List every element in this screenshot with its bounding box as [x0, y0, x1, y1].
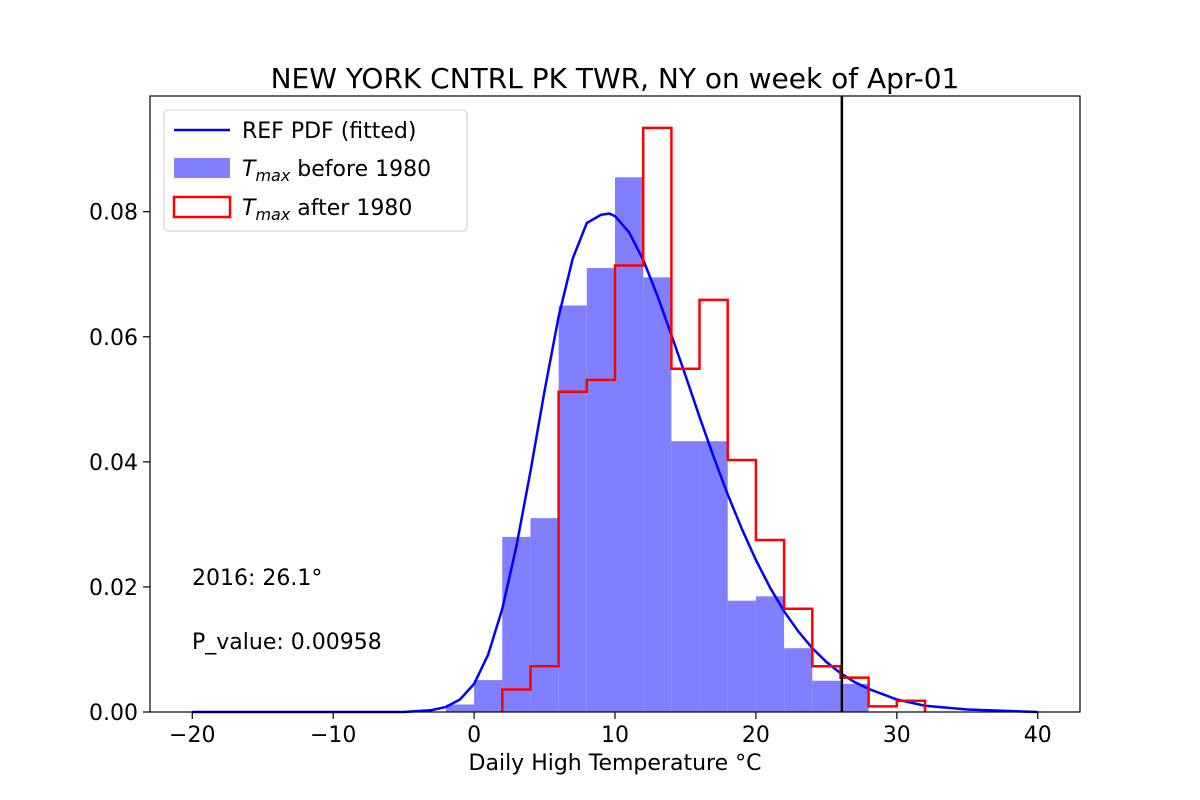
y-tick-label: 0.00	[89, 701, 138, 726]
x-tick-label: −10	[310, 723, 356, 748]
annotation-year-value: 2016: 26.1°	[192, 566, 322, 591]
x-tick-label: 30	[883, 723, 911, 748]
x-axis: −20 −10 0 10 20 30 40	[169, 712, 1052, 748]
bar-before-1980	[586, 267, 615, 712]
plot-area	[192, 96, 1038, 714]
bar-before-1980	[558, 305, 587, 712]
y-tick-label: 0.02	[89, 576, 138, 601]
bar-before-1980	[615, 177, 644, 712]
bar-before-1980	[502, 536, 531, 712]
legend-label-pdf: REF PDF (fitted)	[242, 119, 416, 144]
x-axis-label: Daily High Temperature °C	[469, 751, 762, 776]
step-histogram-after-1980	[501, 126, 927, 712]
bar-before-1980	[643, 277, 672, 712]
annotation-p-value: P_value: 0.00958	[192, 630, 382, 655]
legend-swatch-after	[172, 195, 232, 219]
legend-label-before: Tmax before 1980	[242, 157, 431, 185]
bar-before-1980	[840, 683, 869, 712]
x-tick-label: 40	[1024, 723, 1052, 748]
bar-before-1980	[445, 704, 475, 712]
y-tick-label: 0.06	[89, 326, 138, 351]
bar-before-1980	[784, 648, 813, 712]
y-tick-label: 0.04	[89, 451, 138, 476]
x-tick-label: 0	[467, 723, 481, 748]
bar-before-1980	[727, 600, 756, 712]
y-axis: 0.00 0.02 0.04 0.06 0.08	[89, 201, 150, 726]
x-tick-label: −20	[169, 723, 215, 748]
x-tick-label: 20	[742, 723, 770, 748]
pdf-curve	[192, 212, 1038, 714]
legend-swatch-before	[174, 158, 230, 178]
bar-before-1980	[530, 518, 559, 712]
bar-before-1980	[812, 680, 841, 712]
legend: REF PDF (fitted) Tmax before 1980 Tmax a…	[163, 109, 468, 232]
bar-before-1980	[671, 441, 700, 712]
chart-title: NEW YORK CNTRL PK TWR, NY on week of Apr…	[271, 62, 960, 95]
x-tick-label: 10	[601, 723, 629, 748]
bar-before-1980	[755, 596, 785, 712]
legend-box	[163, 109, 468, 232]
bar-before-1980	[474, 680, 503, 712]
bar-before-1980	[699, 441, 728, 712]
legend-label-after: Tmax after 1980	[242, 196, 412, 224]
y-tick-label: 0.08	[89, 201, 138, 226]
